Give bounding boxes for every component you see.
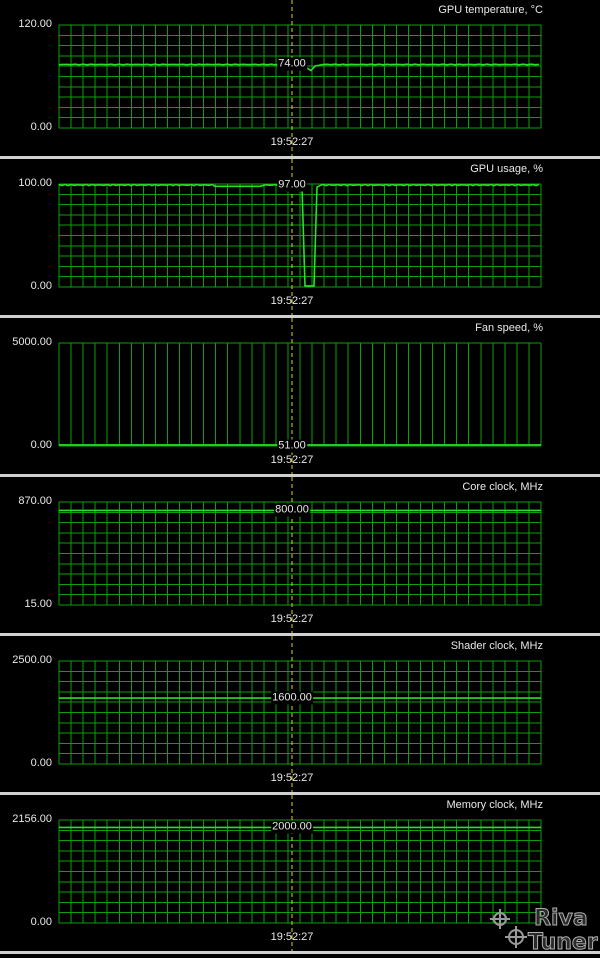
graph-plot — [58, 636, 542, 792]
cursor-value-label: 800.00 — [274, 503, 310, 517]
y-min-label: 0.00 — [30, 439, 52, 451]
graph-plot — [58, 0, 542, 156]
cursor-value-label: 1600.00 — [271, 691, 313, 705]
y-min-label: 0.00 — [30, 280, 52, 292]
graph-title: Shader clock, MHz — [450, 640, 543, 652]
graph-panel-1[interactable]: GPU usage, % 100.00 0.00 19:52:27 97.00 — [0, 159, 600, 315]
graph-plot — [58, 318, 542, 474]
graph-title: Fan speed, % — [475, 322, 543, 334]
rivatuner-logo: Riva Tuner — [486, 903, 598, 956]
panel-separator — [0, 951, 600, 954]
graph-panel-5[interactable]: Memory clock, MHz 2156.00 0.00 19:52:27 2000… — [0, 795, 600, 951]
y-min-label: 15.00 — [24, 598, 52, 610]
graph-panel-3[interactable]: Core clock, MHz 870.00 15.00 19:52:27 800.00 — [0, 477, 600, 633]
graph-panel-4[interactable]: Shader clock, MHz 2500.00 0.00 19:52:27 1600… — [0, 636, 600, 792]
y-min-label: 0.00 — [30, 757, 52, 769]
panel-separator — [0, 474, 600, 477]
y-max-label: 100.00 — [18, 177, 52, 189]
y-min-label: 0.00 — [30, 916, 52, 928]
cursor-value-label: 2000.00 — [271, 820, 313, 834]
cursor-value-label: 51.00 — [277, 439, 307, 453]
svg-text:Riva: Riva — [534, 906, 588, 931]
panel-separator — [0, 315, 600, 318]
y-max-label: 870.00 — [18, 495, 52, 507]
time-label: 19:52:27 — [270, 136, 314, 148]
graph-title: GPU temperature, °C — [438, 4, 543, 16]
graph-plot — [58, 159, 542, 315]
y-min-label: 0.00 — [30, 121, 52, 133]
y-max-label: 2500.00 — [12, 654, 52, 666]
logo-graphic: Riva Tuner — [490, 906, 598, 956]
y-max-label: 2156.00 — [12, 813, 52, 825]
graph-panel-0[interactable]: GPU temperature, °C 120.00 0.00 19:52:27 74.… — [0, 0, 600, 156]
cursor-value-label: 74.00 — [277, 57, 307, 71]
cursor-value-label: 97.00 — [277, 178, 307, 192]
graph-plot — [58, 795, 542, 951]
panel-separator — [0, 792, 600, 795]
graph-title: Memory clock, MHz — [446, 799, 543, 811]
graph-plot — [58, 477, 542, 633]
graph-title: Core clock, MHz — [462, 481, 543, 493]
graph-title: GPU usage, % — [470, 163, 543, 175]
graph-panel-2[interactable]: Fan speed, % 5000.00 0.00 19:52:27 51.00 — [0, 318, 600, 474]
y-max-label: 5000.00 — [12, 336, 52, 348]
time-label: 19:52:27 — [270, 772, 314, 784]
panel-separator — [0, 156, 600, 159]
time-label: 19:52:27 — [270, 613, 314, 625]
panel-separator — [0, 633, 600, 636]
time-label: 19:52:27 — [270, 454, 314, 466]
time-label: 19:52:27 — [270, 295, 314, 307]
svg-text:Tuner: Tuner — [528, 930, 598, 953]
y-max-label: 120.00 — [18, 18, 52, 30]
time-label: 19:52:27 — [270, 931, 314, 943]
